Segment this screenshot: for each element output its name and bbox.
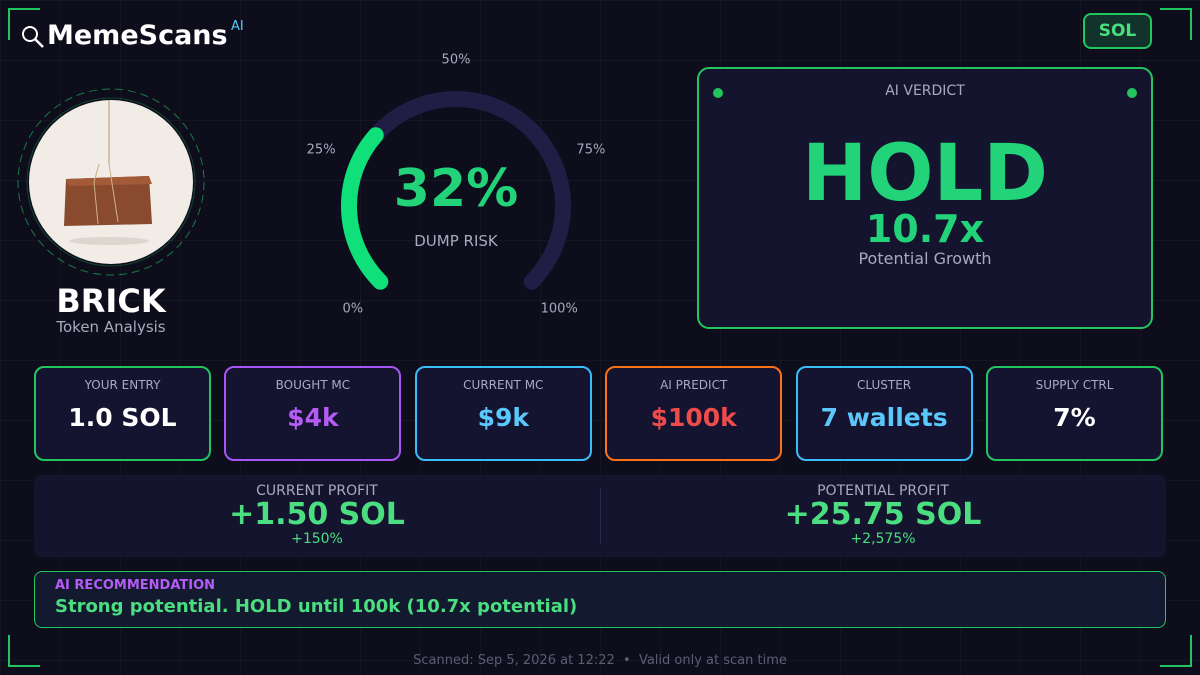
stat-card: BOUGHT MC $4k — [224, 366, 402, 461]
brand: MemeScans — [47, 20, 228, 51]
gauge-value — [341, 127, 389, 290]
divider — [600, 488, 601, 544]
stat-label: SUPPLY CTRL — [1035, 378, 1114, 392]
profit-panel: CURRENT PROFIT +1.50 SOL +150% POTENTIAL PR… — [34, 475, 1166, 557]
stat-value: $9k — [477, 403, 529, 432]
corner — [8, 635, 40, 667]
profit-value: +25.75 SOL — [784, 497, 982, 532]
corner — [8, 8, 40, 40]
gauge-tick-label: 25% — [307, 143, 336, 158]
token-subtitle: Token Analysis — [56, 318, 166, 336]
recommendation-text: Strong potential. HOLD until 100k (10.7x… — [55, 596, 578, 617]
gauge-tick-label: 50% — [442, 53, 471, 68]
indicator-dots — [713, 88, 1137, 98]
stat-card: SUPPLY CTRL 7% — [986, 366, 1163, 461]
stat-label: CLUSTER — [857, 378, 912, 392]
gauge: 0% 25% 50% 75% 100% 32% DUMP RISK — [307, 53, 606, 317]
verdict-panel: AI VERDICT HOLD 10.7x Potential Growth — [697, 67, 1153, 329]
verdict-label: AI VERDICT — [885, 83, 965, 99]
stat-card: CLUSTER 7 wallets — [795, 366, 973, 461]
profit-block: CURRENT PROFIT +1.50 SOL +150% — [34, 483, 600, 547]
stat-label: BOUGHT MC — [275, 378, 351, 392]
profit-label: POTENTIAL PROFIT — [817, 483, 949, 499]
profit-block: POTENTIAL PROFIT +25.75 SOL +2,575% — [600, 483, 1166, 547]
stat-value: 7 wallets — [820, 403, 948, 432]
gauge-tick-label: 0% — [342, 302, 363, 317]
verdict-multiplier: 10.7x — [865, 207, 985, 251]
stat-card: CURRENT MC $9k — [414, 366, 592, 461]
stat-value: $4k — [287, 403, 339, 432]
stat-card: AI PREDICT $100k — [605, 366, 783, 461]
verdict-caption: Potential Growth — [858, 249, 992, 268]
corner — [1160, 8, 1192, 40]
token-name: BRICK — [56, 282, 166, 320]
stat-value: 7% — [1053, 403, 1096, 432]
stat-label: CURRENT MC — [463, 378, 544, 392]
corner — [1160, 635, 1192, 667]
stat-card: YOUR ENTRY 1.0 SOL — [34, 366, 211, 461]
stat-value: $100k — [650, 403, 737, 432]
profit-percent: +2,575% — [850, 531, 916, 547]
token-avatar — [17, 88, 205, 276]
profit-label: CURRENT PROFIT — [256, 483, 378, 499]
recommendation-panel: AI RECOMMENDATION Strong potential. HOLD… — [34, 571, 1166, 628]
stat-value: 1.0 SOL — [68, 403, 177, 432]
stat-label: YOUR ENTRY — [84, 378, 161, 392]
recommendation-label: AI RECOMMENDATION — [55, 578, 216, 593]
search-icon — [22, 26, 44, 48]
gauge-tick-label: 75% — [576, 143, 605, 158]
gauge-tick-label: 100% — [541, 302, 578, 317]
brand-badge: AI — [231, 19, 244, 34]
gauge-value-label: 32% — [394, 159, 518, 219]
chain-badge[interactable]: SOL — [1083, 13, 1152, 49]
verdict-decision: HOLD — [801, 129, 1049, 219]
stat-label: AI PREDICT — [660, 378, 728, 392]
profit-value: +1.50 SOL — [229, 497, 405, 532]
footer: Scanned: Sep 5, 2026 at 12:22 • Valid on… — [413, 653, 787, 668]
profit-percent: +150% — [291, 531, 343, 547]
gauge-caption: DUMP RISK — [414, 232, 499, 250]
